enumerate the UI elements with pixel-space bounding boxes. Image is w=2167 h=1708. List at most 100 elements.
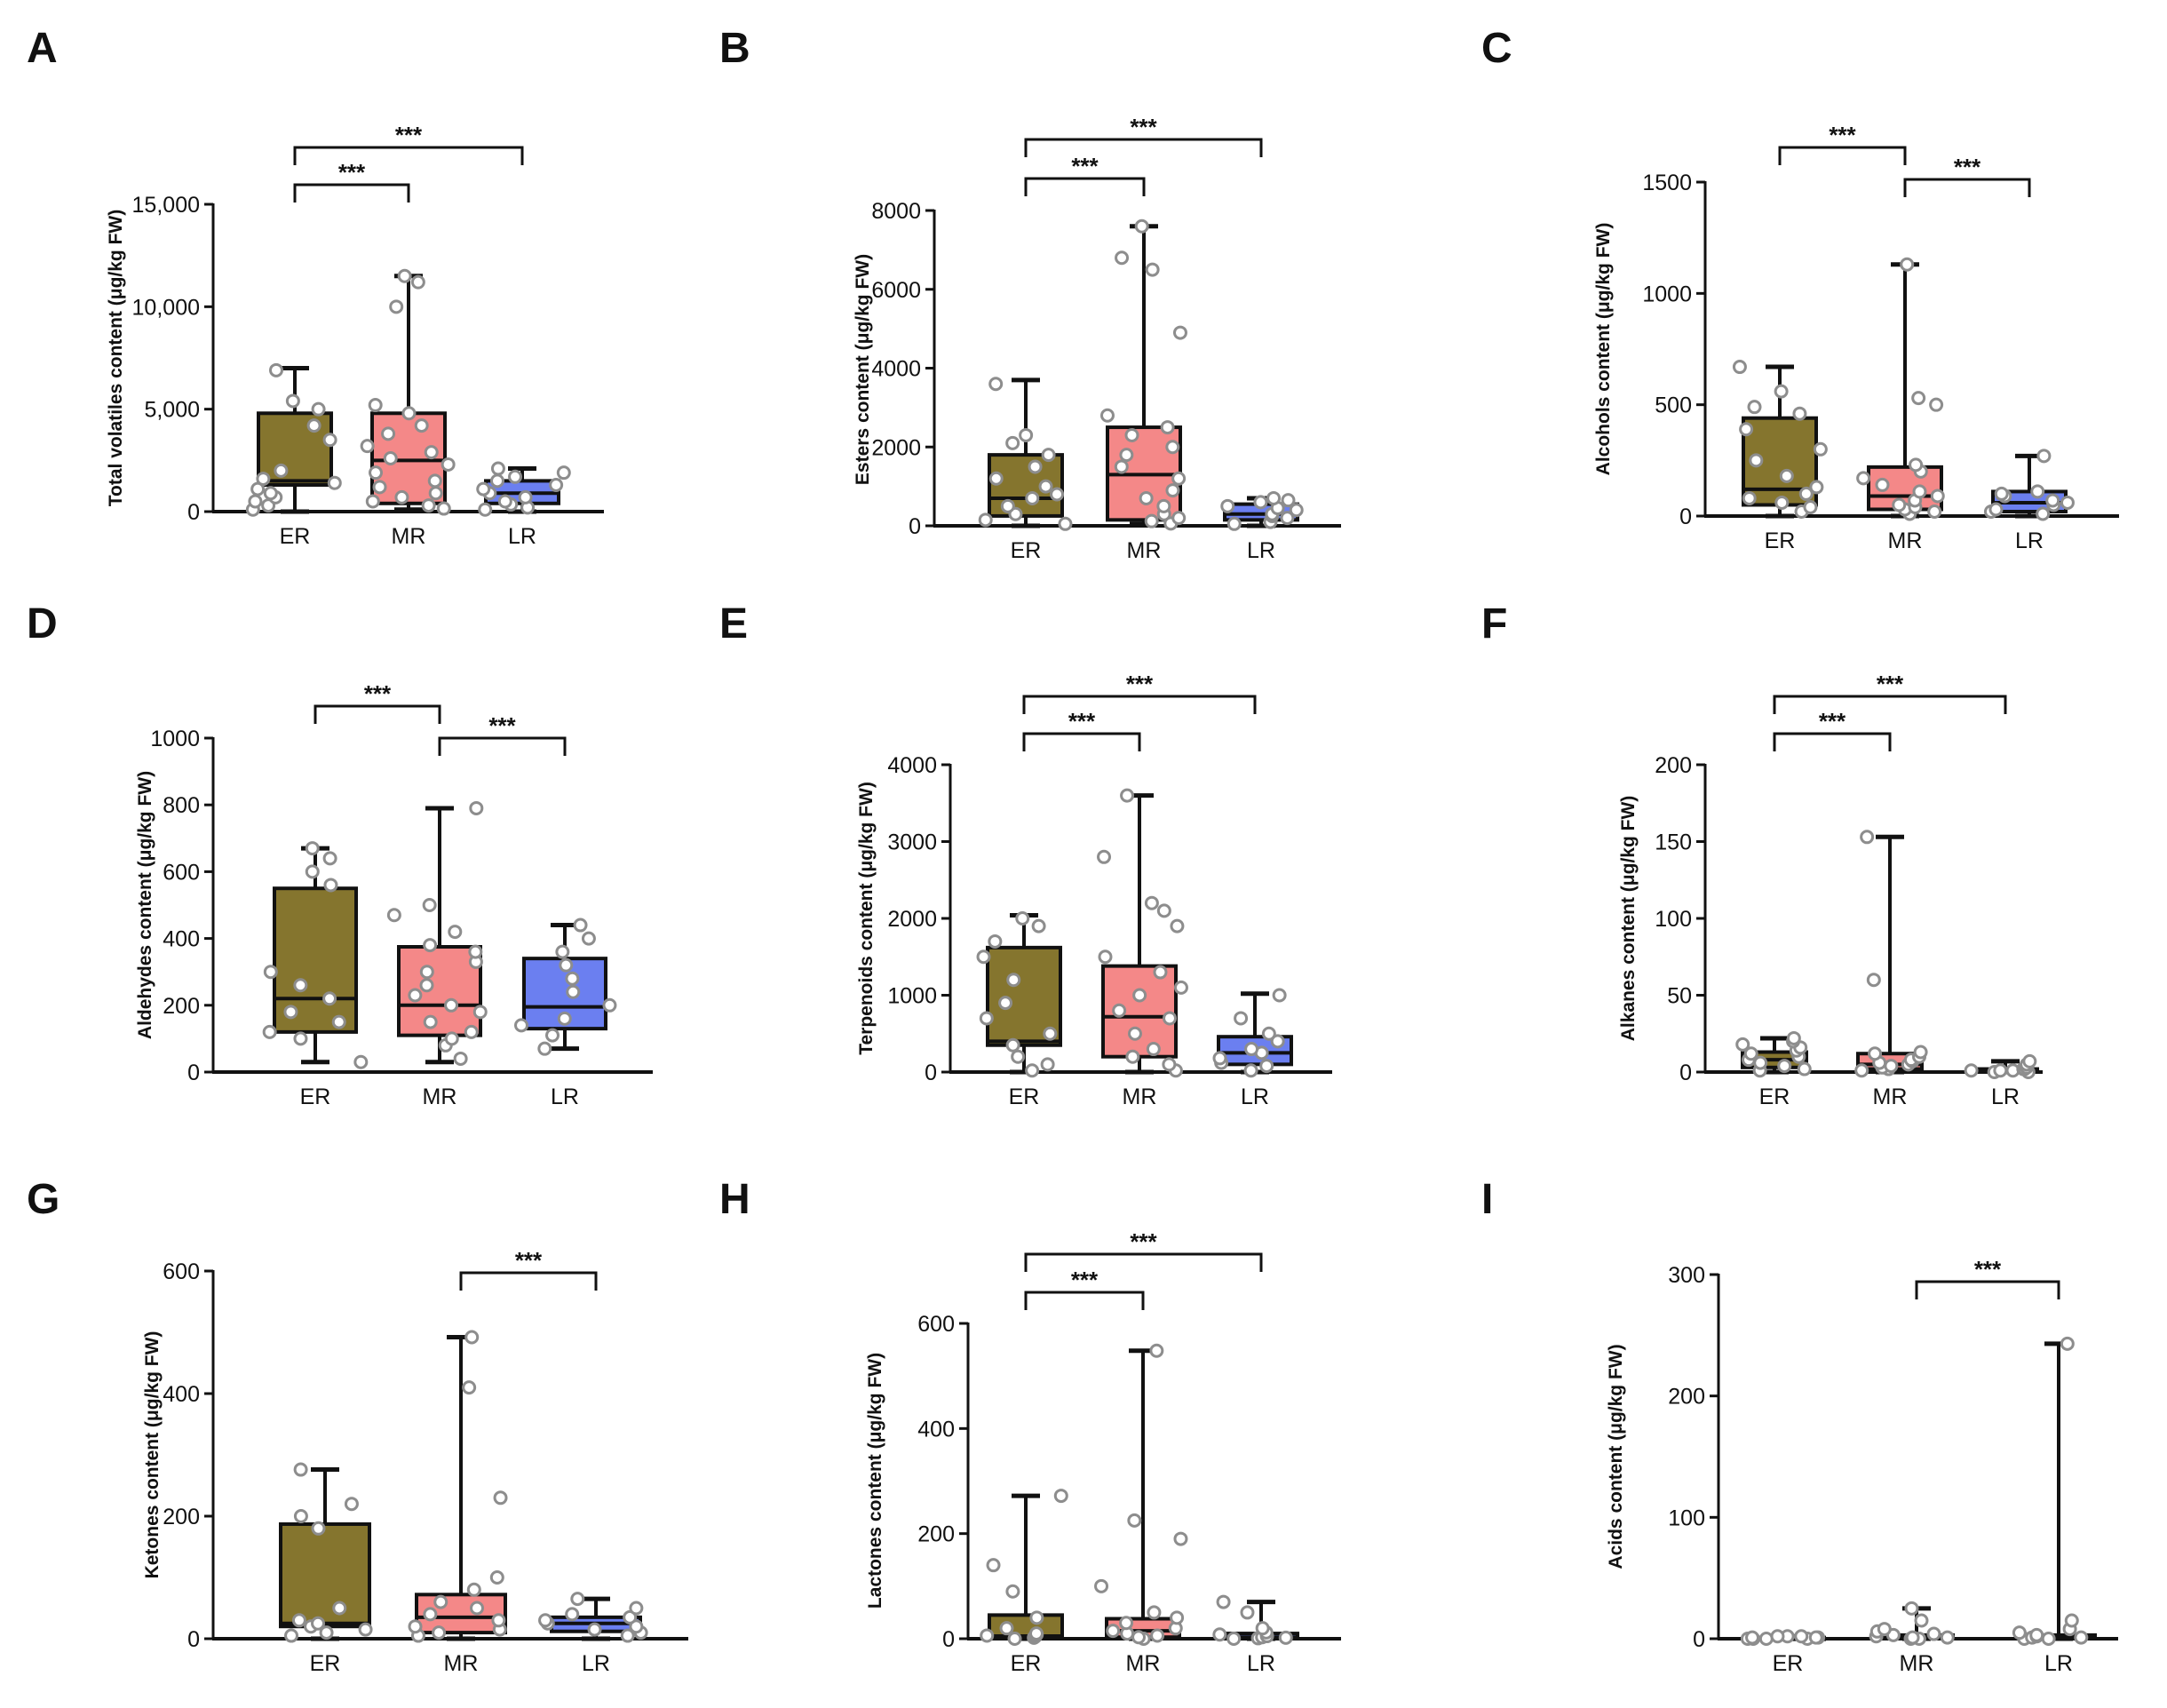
data-point: [1146, 1042, 1161, 1057]
box-lr: [2012, 1336, 2097, 1646]
data-point: [1927, 504, 1942, 519]
y-tick-label: 400: [163, 1382, 200, 1407]
box-mr: [1099, 218, 1187, 531]
bracket-line: [1915, 1280, 2060, 1299]
y-tick-label: 400: [163, 927, 200, 952]
y-tick-label: 2000: [871, 435, 921, 460]
data-point: [2022, 1053, 2037, 1068]
data-point: [545, 1028, 560, 1043]
data-point: [1777, 1059, 1792, 1074]
y-tick-label: 0: [1679, 504, 1692, 529]
data-point: [1114, 459, 1129, 474]
data-point: [555, 944, 570, 959]
y-tick-label: 200: [1668, 1385, 1705, 1410]
y-tick-label: 150: [1655, 830, 1692, 855]
y-tick-label: 4000: [871, 357, 921, 382]
data-point: [332, 1601, 347, 1616]
box-er: [978, 377, 1073, 531]
box-er: [1732, 360, 1828, 519]
data-point: [581, 931, 596, 946]
significance-bracket: ***: [1024, 1228, 1263, 1272]
data-point: [566, 984, 581, 999]
data-point: [497, 494, 512, 509]
significance-label: ***: [1071, 153, 1099, 179]
data-point: [353, 1054, 369, 1069]
y-tick-label: 600: [163, 1259, 200, 1284]
data-point: [1988, 502, 2004, 517]
significance-label: ***: [395, 122, 423, 148]
data-point: [1156, 903, 1171, 918]
data-point: [1005, 435, 1020, 450]
y-tick-label: 200: [1655, 753, 1692, 778]
data-point: [1226, 1632, 1242, 1646]
y-tick-label: 3000: [887, 830, 937, 855]
data-point: [1914, 1613, 1929, 1628]
y-tick-label: 1000: [150, 727, 200, 751]
y-tick-label: 1500: [1642, 171, 1692, 195]
data-point: [2036, 449, 2052, 464]
y-axis-label: Alcohols content (μg/kg FW): [1593, 223, 1614, 476]
significance-bracket: ***: [1773, 708, 1892, 751]
box-er: [1735, 1030, 1812, 1078]
data-point: [476, 481, 491, 497]
data-point: [1153, 965, 1168, 980]
bracket-line: [1024, 1291, 1145, 1310]
data-point: [1050, 487, 1065, 502]
x-tick-label: ER: [1765, 528, 1796, 553]
data-point: [1278, 1630, 1293, 1645]
significance-bracket: ***: [314, 680, 441, 724]
data-point: [1912, 484, 1927, 499]
data-point: [1119, 1616, 1134, 1631]
data-point: [556, 465, 571, 481]
panel-letter: D: [27, 600, 58, 647]
data-point: [1171, 511, 1187, 526]
y-tick-label: 5,000: [144, 398, 200, 423]
data-point: [1125, 1049, 1140, 1064]
box-mr: [1094, 1343, 1188, 1646]
significance-label: ***: [1130, 114, 1157, 140]
box-mr: [408, 1330, 508, 1643]
box-er: [1740, 1629, 1826, 1646]
y-tick-label: 10,000: [132, 295, 200, 320]
y-tick-label: 0: [942, 1627, 955, 1652]
data-point: [427, 473, 442, 489]
bracket-line: [1022, 695, 1257, 714]
data-point: [1749, 453, 1764, 468]
data-point: [1803, 499, 1818, 514]
data-point: [1794, 1629, 1809, 1644]
data-point: [1234, 1011, 1249, 1026]
significance-bracket: ***: [1773, 671, 2007, 714]
data-point: [2012, 1625, 2027, 1640]
significance-label: ***: [1974, 1256, 2002, 1283]
data-point: [466, 1582, 481, 1597]
data-point: [248, 494, 263, 509]
data-point: [419, 965, 434, 980]
data-point: [1212, 1051, 1227, 1066]
panel-b: B 0 2000 4000 6000 8000 Esters content (μg/kg …: [719, 25, 1341, 563]
bracket-line: [1022, 732, 1141, 751]
panel-a: A 0 5,000 10,000 15,000 Total volatiles conte…: [27, 25, 604, 549]
significance-label: ***: [1819, 708, 1846, 735]
panel-letter: B: [719, 25, 750, 72]
data-point: [311, 1521, 326, 1536]
data-point: [489, 473, 504, 489]
data-point: [537, 1041, 552, 1056]
data-point: [1875, 477, 1890, 492]
data-point: [419, 978, 434, 993]
data-point: [423, 1607, 438, 1622]
y-tick-label: 8000: [871, 199, 921, 224]
data-point: [470, 1601, 485, 1616]
y-axis-label: Terpenoids content (μg/kg FW): [856, 782, 877, 1055]
significance-bracket: ***: [459, 1247, 598, 1291]
data-point: [1884, 1059, 1899, 1074]
box-lr: [1220, 490, 1304, 531]
data-point: [1758, 1632, 1774, 1646]
y-tick-label: 2000: [887, 907, 937, 932]
data-point: [988, 377, 1004, 392]
significance-label: ***: [364, 680, 392, 707]
data-point: [620, 1628, 635, 1643]
panel-letter: F: [1481, 600, 1507, 647]
data-point: [1144, 895, 1159, 910]
data-point: [629, 1619, 644, 1634]
significance-bracket: ***: [293, 122, 524, 165]
